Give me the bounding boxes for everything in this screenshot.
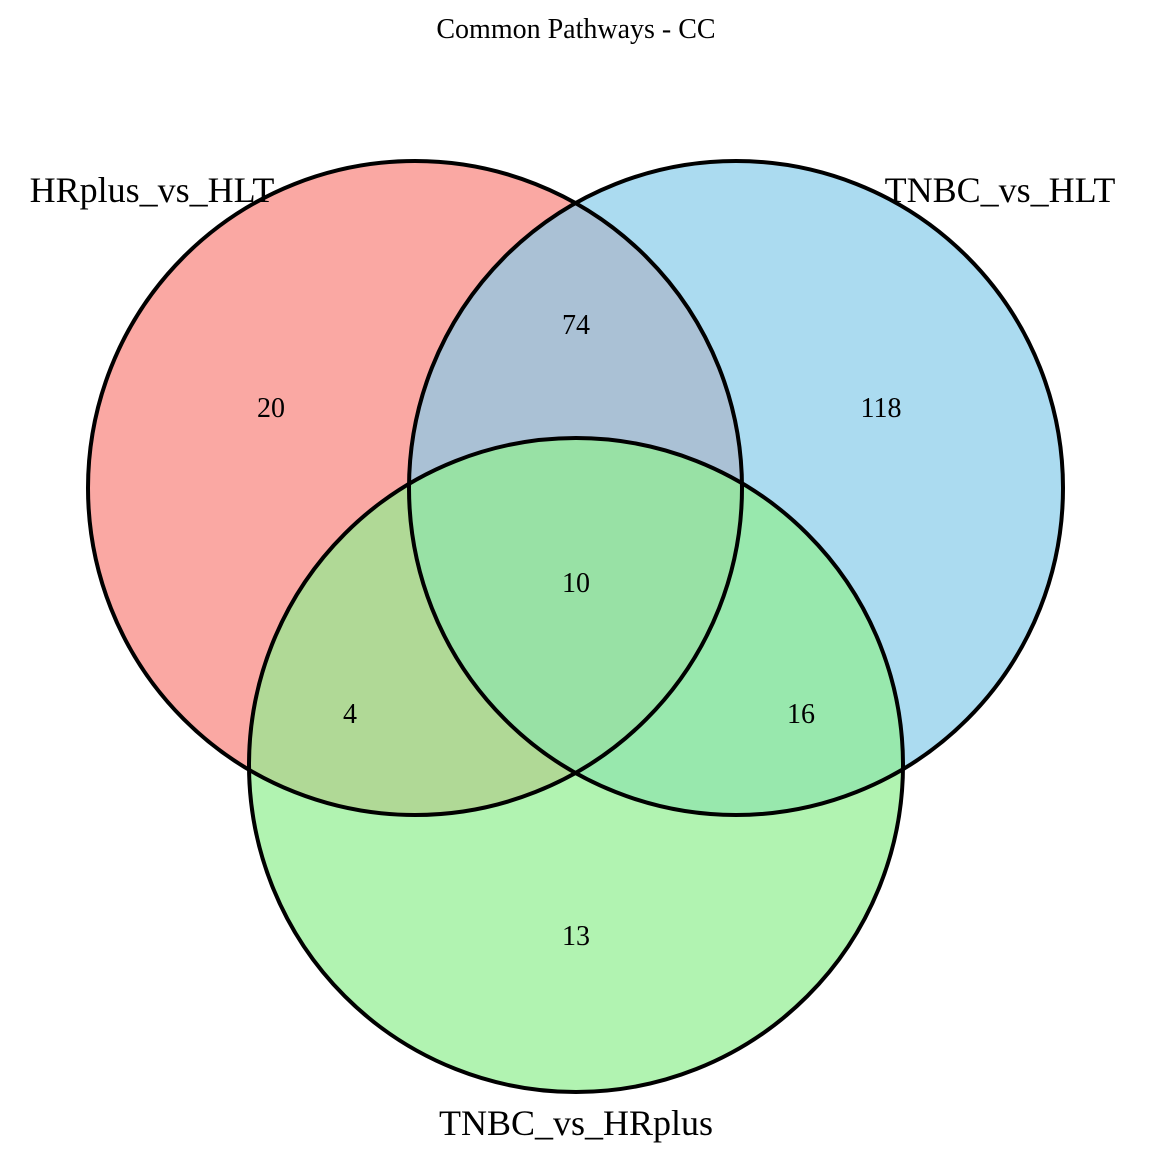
count-hrplus-vs-hlt-only: 20	[257, 393, 285, 424]
count-tnbc-vs-hrplus-only: 13	[562, 921, 590, 952]
circle-outline-tnbc-vs-hrplus	[247, 436, 905, 1094]
circle-outline-tnbc-vs-hlt	[407, 159, 1065, 817]
set-label-tnbc-vs-hrplus: TNBC_vs_HRplus	[439, 1103, 713, 1143]
circle-outline-hrplus-vs-hlt	[86, 159, 744, 817]
set-label-tnbc-vs-hlt: TNBC_vs_HLT	[885, 170, 1116, 210]
diagram-title: Common Pathways - CC	[436, 14, 715, 45]
circle-fills	[88, 161, 1063, 1092]
count-hrplus-tnbc-vs-hlt-overlap: 74	[562, 310, 590, 341]
circle-fill-tnbc-vs-hrplus	[249, 438, 903, 1092]
circle-outlines	[86, 159, 1065, 1094]
count-all-three-overlap: 10	[562, 568, 590, 599]
count-hrplus-vs-hlt-tnbc-vs-hrplus-overlap: 4	[343, 699, 357, 730]
count-tnbc-vs-hlt-tnbc-vs-hrplus-overlap: 16	[787, 699, 815, 730]
count-tnbc-vs-hlt-only: 118	[861, 393, 902, 424]
set-label-hrplus-vs-hlt: HRplus_vs_HLT	[30, 170, 275, 210]
